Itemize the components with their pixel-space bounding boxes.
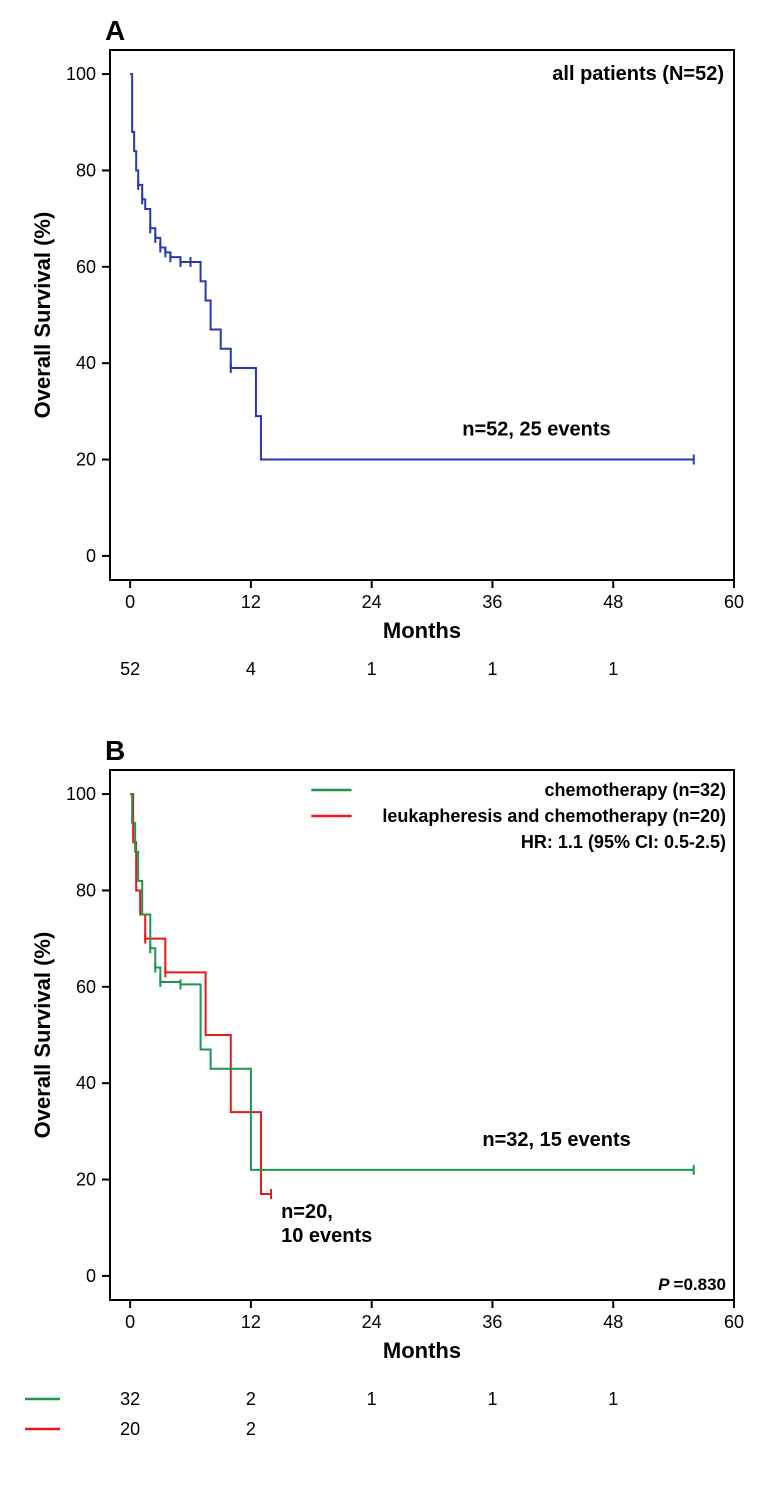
panel-b: B01224364860020406080100MonthsOverall Su… — [0, 720, 764, 1499]
svg-text:Overall Survival (%): Overall Survival (%) — [30, 212, 55, 419]
svg-text:P =0.830: P =0.830 — [658, 1275, 726, 1294]
svg-text:1: 1 — [608, 1389, 618, 1409]
svg-text:48: 48 — [603, 1312, 623, 1332]
svg-text:Overall Survival (%): Overall Survival (%) — [30, 932, 55, 1139]
panel-b-svg: B01224364860020406080100MonthsOverall Su… — [0, 720, 764, 1499]
svg-text:24: 24 — [362, 592, 382, 612]
svg-text:chemotherapy (n=32): chemotherapy (n=32) — [544, 780, 726, 800]
svg-text:all patients (N=52): all patients (N=52) — [552, 63, 724, 85]
svg-text:20: 20 — [76, 1170, 96, 1190]
figure-container: A01224364860020406080100MonthsOverall Su… — [0, 0, 764, 1499]
svg-text:0: 0 — [125, 592, 135, 612]
svg-text:20: 20 — [76, 450, 96, 470]
svg-text:0: 0 — [125, 1312, 135, 1332]
svg-text:80: 80 — [76, 160, 96, 180]
svg-text:2: 2 — [246, 1419, 256, 1439]
svg-text:1: 1 — [487, 1389, 497, 1409]
svg-text:n=52, 25 events: n=52, 25 events — [462, 418, 610, 440]
svg-text:100: 100 — [66, 64, 96, 84]
svg-text:48: 48 — [603, 592, 623, 612]
svg-text:52: 52 — [120, 659, 140, 679]
svg-text:10 events: 10 events — [281, 1225, 372, 1247]
panel-a: A 0 12 24 36 48 60 0 20 40 60 80 100 Months Overall Su… — [0, 0, 764, 720]
svg-text:24: 24 — [362, 1312, 382, 1332]
svg-text:12: 12 — [241, 1312, 261, 1332]
svg-text:20: 20 — [120, 1419, 140, 1439]
svg-text:100: 100 — [66, 784, 96, 804]
svg-text:80: 80 — [76, 880, 96, 900]
svg-text:Months: Months — [383, 618, 461, 643]
svg-text:1: 1 — [367, 1389, 377, 1409]
svg-text:36: 36 — [482, 592, 502, 612]
svg-text:leukapheresis and chemotherapy: leukapheresis and chemotherapy (n=20) — [382, 806, 726, 826]
svg-text:n=20,: n=20, — [281, 1201, 333, 1223]
panel-a-svg: A 0 12 24 36 48 60 0 20 40 60 80 100 Months Overall Su… — [0, 0, 764, 720]
svg-text:1: 1 — [487, 659, 497, 679]
svg-text:0: 0 — [86, 1266, 96, 1286]
svg-text:HR: 1.1 (95% CI: 0.5-2.5): HR: 1.1 (95% CI: 0.5-2.5) — [521, 832, 726, 852]
svg-text:40: 40 — [76, 1073, 96, 1093]
svg-text:32: 32 — [120, 1389, 140, 1409]
svg-text:12: 12 — [241, 592, 261, 612]
svg-text:60: 60 — [724, 592, 744, 612]
svg-text:n=32, 15 events: n=32, 15 events — [482, 1129, 630, 1151]
svg-text:40: 40 — [76, 353, 96, 373]
svg-text:4: 4 — [246, 659, 256, 679]
svg-text:36: 36 — [482, 1312, 502, 1332]
svg-text:60: 60 — [76, 977, 96, 997]
svg-text:B: B — [105, 735, 125, 766]
svg-text:1: 1 — [608, 659, 618, 679]
svg-text:0: 0 — [86, 546, 96, 566]
svg-text:Months: Months — [383, 1338, 461, 1363]
svg-text:60: 60 — [724, 1312, 744, 1332]
svg-text:A: A — [105, 15, 125, 46]
svg-text:1: 1 — [367, 659, 377, 679]
svg-text:2: 2 — [246, 1389, 256, 1409]
svg-text:60: 60 — [76, 257, 96, 277]
